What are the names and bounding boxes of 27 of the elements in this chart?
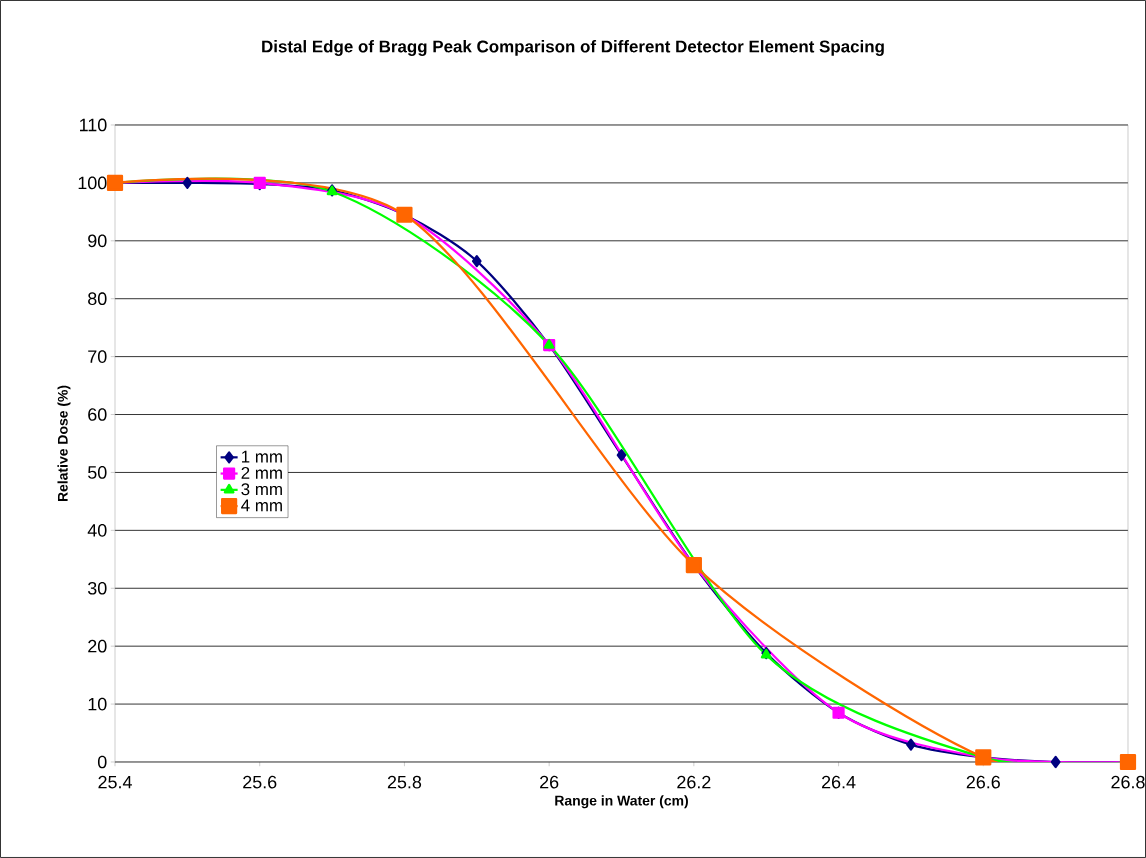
x-tick-label: 26.6: [966, 775, 1000, 789]
y-tick-label: 30: [87, 581, 107, 595]
y-tick-label: 110: [80, 118, 107, 132]
x-tick-label: 26.8: [1111, 775, 1145, 789]
y-tick-label: 50: [88, 466, 107, 479]
y-tick-label: 90: [88, 234, 107, 248]
y-tick-label: 70: [88, 350, 107, 363]
chart-title: Distal Edge of Bragg Peak Comparison of Different Detector Element Spacing: [262, 40, 884, 56]
x-tick-label: 26.4: [822, 775, 856, 789]
x-tick-label: 25.6: [243, 775, 277, 789]
y-tick-label: 60: [88, 408, 107, 421]
x-tick-label: 25.4: [98, 775, 132, 789]
legend-label: 2 mm: [241, 466, 282, 479]
x-tick-label: 26.2: [677, 775, 711, 789]
x-axis-title: Range in Water (cm): [555, 795, 688, 809]
legend-label: 4 mm: [241, 499, 282, 512]
legend-label: 3 mm: [241, 483, 282, 496]
y-tick-label: 100: [78, 176, 107, 190]
y-tick-label: 0: [97, 755, 107, 769]
x-tick-label: 25.8: [387, 775, 422, 789]
y-tick-label: 20: [88, 639, 107, 653]
y-tick-label: 10: [88, 697, 107, 711]
x-tick-label: 26: [540, 775, 559, 789]
legend-label: 1 mm: [242, 450, 282, 463]
y-tick-label: 80: [88, 292, 107, 306]
y-tick-label: 40: [87, 523, 107, 537]
y-axis-title: Relative Dose (%): [57, 385, 71, 502]
